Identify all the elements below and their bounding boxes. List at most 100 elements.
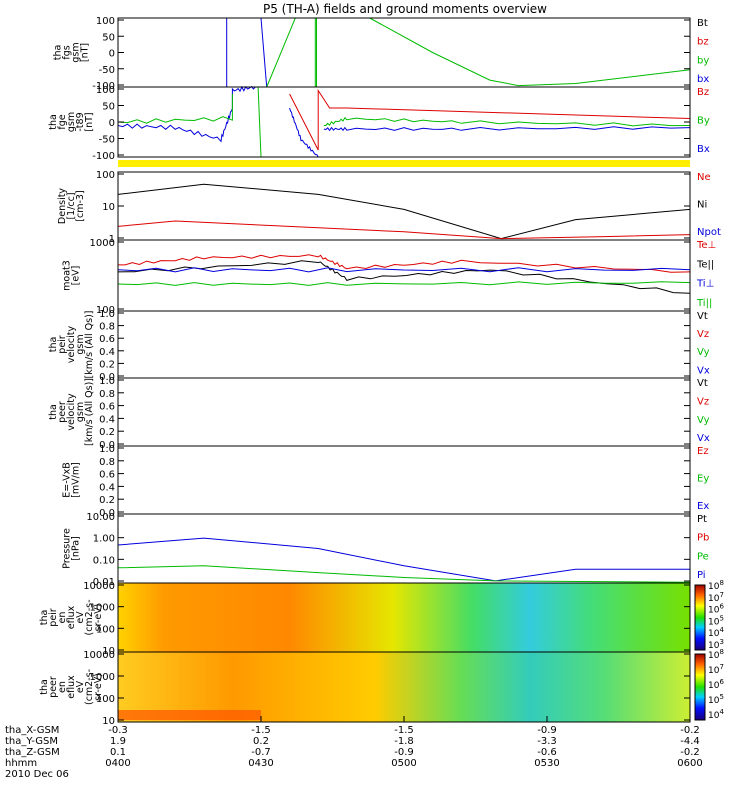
y-tick-label: -100 (92, 81, 115, 92)
y-tick-label: 1000 (90, 238, 115, 249)
ni-line (117, 183, 691, 240)
y-tick-label: 10 (102, 646, 115, 657)
x-axis-value: 0.2 (253, 736, 269, 747)
color-bar (694, 653, 706, 721)
legend-label: Bz (697, 87, 709, 98)
y-tick-label: 50 (102, 102, 115, 113)
y-axis-label-line: peer (48, 676, 59, 698)
y-tick-label: 0.6 (99, 470, 115, 481)
legend-label: Vx (697, 365, 710, 376)
legend-label: Ti|| (696, 298, 712, 309)
y-tick-label: 100 (96, 16, 115, 27)
x-axis-value: 0530 (534, 758, 559, 769)
x-axis-value: -3.3 (537, 736, 557, 747)
y-tick-label: 0.6 (99, 402, 115, 413)
x-axis-row-name: tha_X-GSM (5, 725, 59, 736)
panel-frame (117, 310, 691, 379)
by-line (369, 17, 691, 87)
y-axis-label-line: tha (48, 404, 59, 420)
y-axis-label: thapeervelocitygsm[km/s (All Qs)] (48, 378, 95, 446)
legend-label: Vz (697, 329, 709, 340)
y-axis-label-line: [km/s (All Qs)] (84, 311, 95, 379)
y-axis-label-line: velocity (66, 326, 77, 364)
color-bar-exponent: 4 (719, 708, 724, 716)
y-axis-label-line: [nPa] (71, 536, 82, 561)
y-tick-label: 0.6 (99, 334, 115, 345)
legend-label: Te⊥ (696, 240, 716, 251)
y-axis-label-line: Pressure (62, 528, 73, 569)
y-axis-label: thapeirenefluxeV(cm2-s-sr-eV) (39, 599, 104, 635)
x-axis-value: -1.5 (251, 725, 271, 736)
legend-label: Vx (697, 433, 710, 444)
x-axis-value: 0.1 (110, 747, 126, 758)
y-axis-label-line: peer (57, 401, 68, 423)
y-axis-label-line: gsm (75, 334, 86, 354)
panel-frame (117, 445, 691, 515)
y-axis-label-line: tha (48, 114, 59, 130)
y-tick-label: 100 (96, 85, 115, 96)
y-axis-label-line: gsm (71, 42, 82, 62)
y-tick-label: 0.8 (99, 457, 115, 468)
color-bar (694, 584, 706, 651)
y-axis-label-line: eflux (66, 605, 77, 629)
color-bar-exponent: 5 (719, 614, 723, 622)
color-bar-label: 106 (708, 678, 724, 691)
low-energy-band (118, 710, 261, 720)
y-tick-label: 0.01 (93, 577, 115, 588)
legend-label: Ti⊥ (696, 279, 714, 290)
y-tick-label: 100 (96, 694, 115, 705)
state-bar (118, 160, 690, 167)
panel-frame (117, 17, 691, 88)
x-axis-value: 1.9 (110, 736, 126, 747)
y-tick-label: 1.00 (93, 534, 115, 545)
y-axis-label-line: E=-VxB (62, 462, 73, 497)
legend-label: bx (697, 74, 709, 85)
color-bar-exponent: 4 (719, 626, 724, 634)
y-axis-label-line: Density (57, 188, 68, 224)
y-tick-label: 1.0 (99, 309, 115, 320)
legend-label: Ey (697, 474, 709, 485)
y-tick-label: 0.4 (99, 482, 115, 493)
y-axis-label-line: [mV/m] (71, 462, 82, 498)
y-tick-label: 0.8 (99, 389, 115, 400)
color-bar-exponent: 8 (719, 648, 723, 656)
x-axis-value: -0.7 (251, 747, 271, 758)
y-axis-label-line: tha (39, 610, 50, 626)
y-tick-label: 0.0 (99, 372, 115, 383)
y-tick-label: 10000 (83, 650, 115, 661)
x-axis-value: -0.6 (537, 747, 557, 758)
color-bar-exponent: 3 (719, 638, 723, 646)
panel-10: 10000 1000 100 10 thapeerenefluxeV(cm2-s-sr-… (39, 648, 724, 727)
y-tick-label: 50 (102, 32, 115, 43)
ti-perp-line (117, 267, 691, 273)
y-axis-label-line: eV (75, 611, 86, 624)
y-tick-label: 0.2 (99, 359, 115, 370)
legend-label: Pe (697, 551, 709, 562)
legend-label: Pt (697, 514, 707, 525)
x-axis-row-name: tha_Y-GSM (5, 736, 58, 747)
y-axis-label: thapeirvelocitygsm[km/s (All Qs)] (48, 311, 95, 379)
chart-title: P5 (TH-A) fields and ground moments over… (263, 2, 547, 16)
y-tick-label: 0.4 (99, 347, 115, 358)
y-tick-label: 0.2 (99, 495, 115, 506)
x-axis-value: -1.8 (394, 736, 414, 747)
y-axis-label: moat3[eV] (62, 260, 82, 291)
panel-6: 1.0 0.8 0.60.4 0.2 0.0 thapeervelocitygsm[km/… (48, 376, 710, 451)
color-bar-exponent: 8 (719, 579, 723, 587)
y-tick-label: 1 (109, 234, 115, 245)
x-axis-row-name: tha_Z-GSM (5, 747, 60, 758)
y-axis-label: thafgsgsm[nT] (53, 42, 91, 62)
y-tick-label: 1000 (90, 672, 115, 683)
pi-line (117, 537, 690, 582)
legend-label: Vy (697, 415, 710, 426)
y-tick-label: 0 (109, 118, 115, 129)
x-axis-value: 0500 (391, 758, 416, 769)
y-tick-label: 10 (102, 716, 115, 727)
y-axis-label-line: [eV] (71, 266, 82, 286)
y-axis-label: E=-VxB[mV/m] (62, 462, 82, 498)
legend-label: Vz (697, 396, 709, 407)
y-axis-label-line: tha (39, 679, 50, 695)
y-axis-label-line: sr-eV) (93, 604, 104, 632)
legend-label: Pb (697, 533, 709, 544)
